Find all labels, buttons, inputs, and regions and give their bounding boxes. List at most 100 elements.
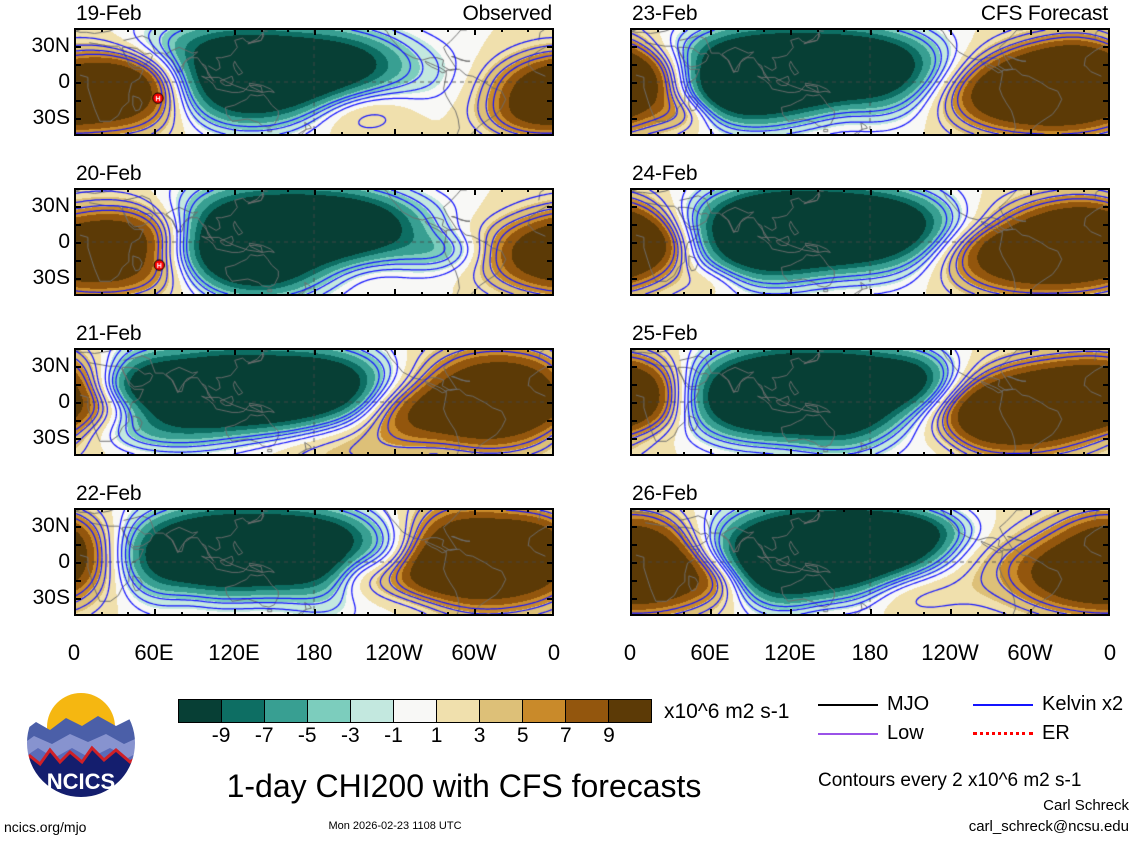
y-axis-labels: 30N 0 30S: [4, 348, 70, 456]
axis-tick: [1030, 188, 1032, 195]
axis-tick: [843, 132, 846, 136]
axis-tick: [1003, 612, 1006, 616]
axis-tick: [547, 82, 554, 84]
axis-tick: [976, 508, 979, 512]
axis-tick: [180, 132, 183, 136]
axis-tick: [630, 420, 637, 422]
map-plot-area[interactable]: [74, 508, 554, 616]
axis-tick: [154, 289, 156, 296]
axis-tick: [656, 452, 659, 456]
axis-tick: [394, 348, 396, 355]
map-panel: 20-Feb 30N 0 30S: [31, 162, 554, 296]
axis-tick: [74, 449, 76, 456]
axis-tick: [394, 449, 396, 456]
axis-tick: [314, 129, 316, 136]
map-field-canvas: [632, 190, 1108, 294]
axis-tick: [100, 132, 103, 136]
axis-tick: [870, 508, 872, 515]
colorbar-tick-label: 3: [473, 724, 486, 747]
axis-tick: [367, 132, 370, 136]
map-field-canvas: [76, 510, 552, 614]
axis-tick: [896, 132, 899, 136]
y-axis-tick-label: 0: [58, 550, 70, 573]
axis-tick: [1030, 508, 1032, 515]
map-plot-area[interactable]: [74, 28, 554, 136]
axis-tick: [154, 609, 156, 616]
axis-tick: [1108, 508, 1110, 515]
axis-tick: [74, 278, 81, 280]
axis-tick: [74, 609, 76, 616]
axis-tick: [790, 508, 792, 515]
axis-tick: [527, 612, 530, 616]
map-plot-area[interactable]: [630, 348, 1110, 456]
axis-tick: [1103, 278, 1110, 280]
axis-tick: [816, 452, 819, 456]
axis-tick: [314, 348, 316, 355]
axis-tick: [736, 508, 739, 512]
panel-date-label: 24-Feb: [632, 162, 698, 185]
axis-tick: [816, 292, 819, 296]
x-axis-tick-label: 60W: [1007, 640, 1053, 665]
axis-tick: [340, 348, 343, 352]
axis-tick: [736, 292, 739, 296]
axis-tick: [260, 508, 263, 512]
map-panel: 26-Feb: [630, 482, 1110, 616]
axis-tick: [1056, 452, 1059, 456]
axis-tick: [683, 188, 686, 192]
axis-tick: [340, 292, 343, 296]
map-plot-area[interactable]: [74, 348, 554, 456]
axis-tick: [656, 132, 659, 136]
map-plot-area[interactable]: [630, 188, 1110, 296]
axis-tick: [923, 292, 926, 296]
axis-tick: [923, 612, 926, 616]
axis-tick: [790, 348, 792, 355]
map-plot-area[interactable]: [630, 508, 1110, 616]
y-axis-tick-label: 0: [58, 230, 70, 253]
legend-label-kelvin: Kelvin x2: [1042, 693, 1124, 715]
axis-tick: [763, 508, 766, 512]
axis-tick: [287, 452, 290, 456]
x-axis-labels-left: 0 60E 120E 180 120W 60W 0: [68, 640, 560, 668]
axis-tick: [1056, 28, 1059, 32]
axis-tick: [547, 438, 554, 440]
axis-tick: [547, 46, 554, 48]
axis-tick: [547, 402, 554, 404]
axis-tick: [420, 28, 423, 32]
axis-tick: [656, 188, 659, 192]
axis-tick: [394, 129, 396, 136]
axis-tick: [547, 544, 554, 546]
axis-tick: [420, 452, 423, 456]
x-axis-tick-label: 120E: [208, 640, 260, 665]
colorbar: -9 -7 -5 -3 -1 1 3 5 7 9: [178, 699, 652, 750]
colorbar-tick-label: 1: [430, 724, 443, 747]
map-plot-area[interactable]: [630, 28, 1110, 136]
axis-tick: [234, 289, 236, 296]
axis-tick: [474, 508, 476, 515]
axis-tick: [314, 188, 316, 195]
axis-tick: [74, 224, 81, 226]
axis-tick: [816, 28, 819, 32]
axis-tick: [870, 188, 872, 195]
axis-tick: [100, 508, 103, 512]
axis-tick: [234, 348, 236, 355]
axis-tick: [976, 132, 979, 136]
colorbar-swatches: [178, 699, 652, 723]
axis-tick: [527, 348, 530, 352]
axis-tick: [100, 292, 103, 296]
site-url[interactable]: ncics.org/mjo: [4, 819, 87, 835]
map-plot-area[interactable]: [74, 188, 554, 296]
axis-tick: [314, 28, 316, 35]
axis-tick: [474, 348, 476, 355]
colorbar-tick-label: 5: [516, 724, 529, 747]
axis-tick: [287, 508, 290, 512]
axis-tick: [74, 28, 76, 35]
colorbar-tick-label: -9: [211, 724, 231, 747]
axis-tick: [843, 612, 846, 616]
axis-tick: [630, 278, 637, 280]
axis-tick: [527, 292, 530, 296]
axis-tick: [447, 132, 450, 136]
axis-tick: [950, 28, 952, 35]
axis-tick: [1056, 132, 1059, 136]
axis-tick: [74, 562, 81, 564]
axis-tick: [1056, 188, 1059, 192]
